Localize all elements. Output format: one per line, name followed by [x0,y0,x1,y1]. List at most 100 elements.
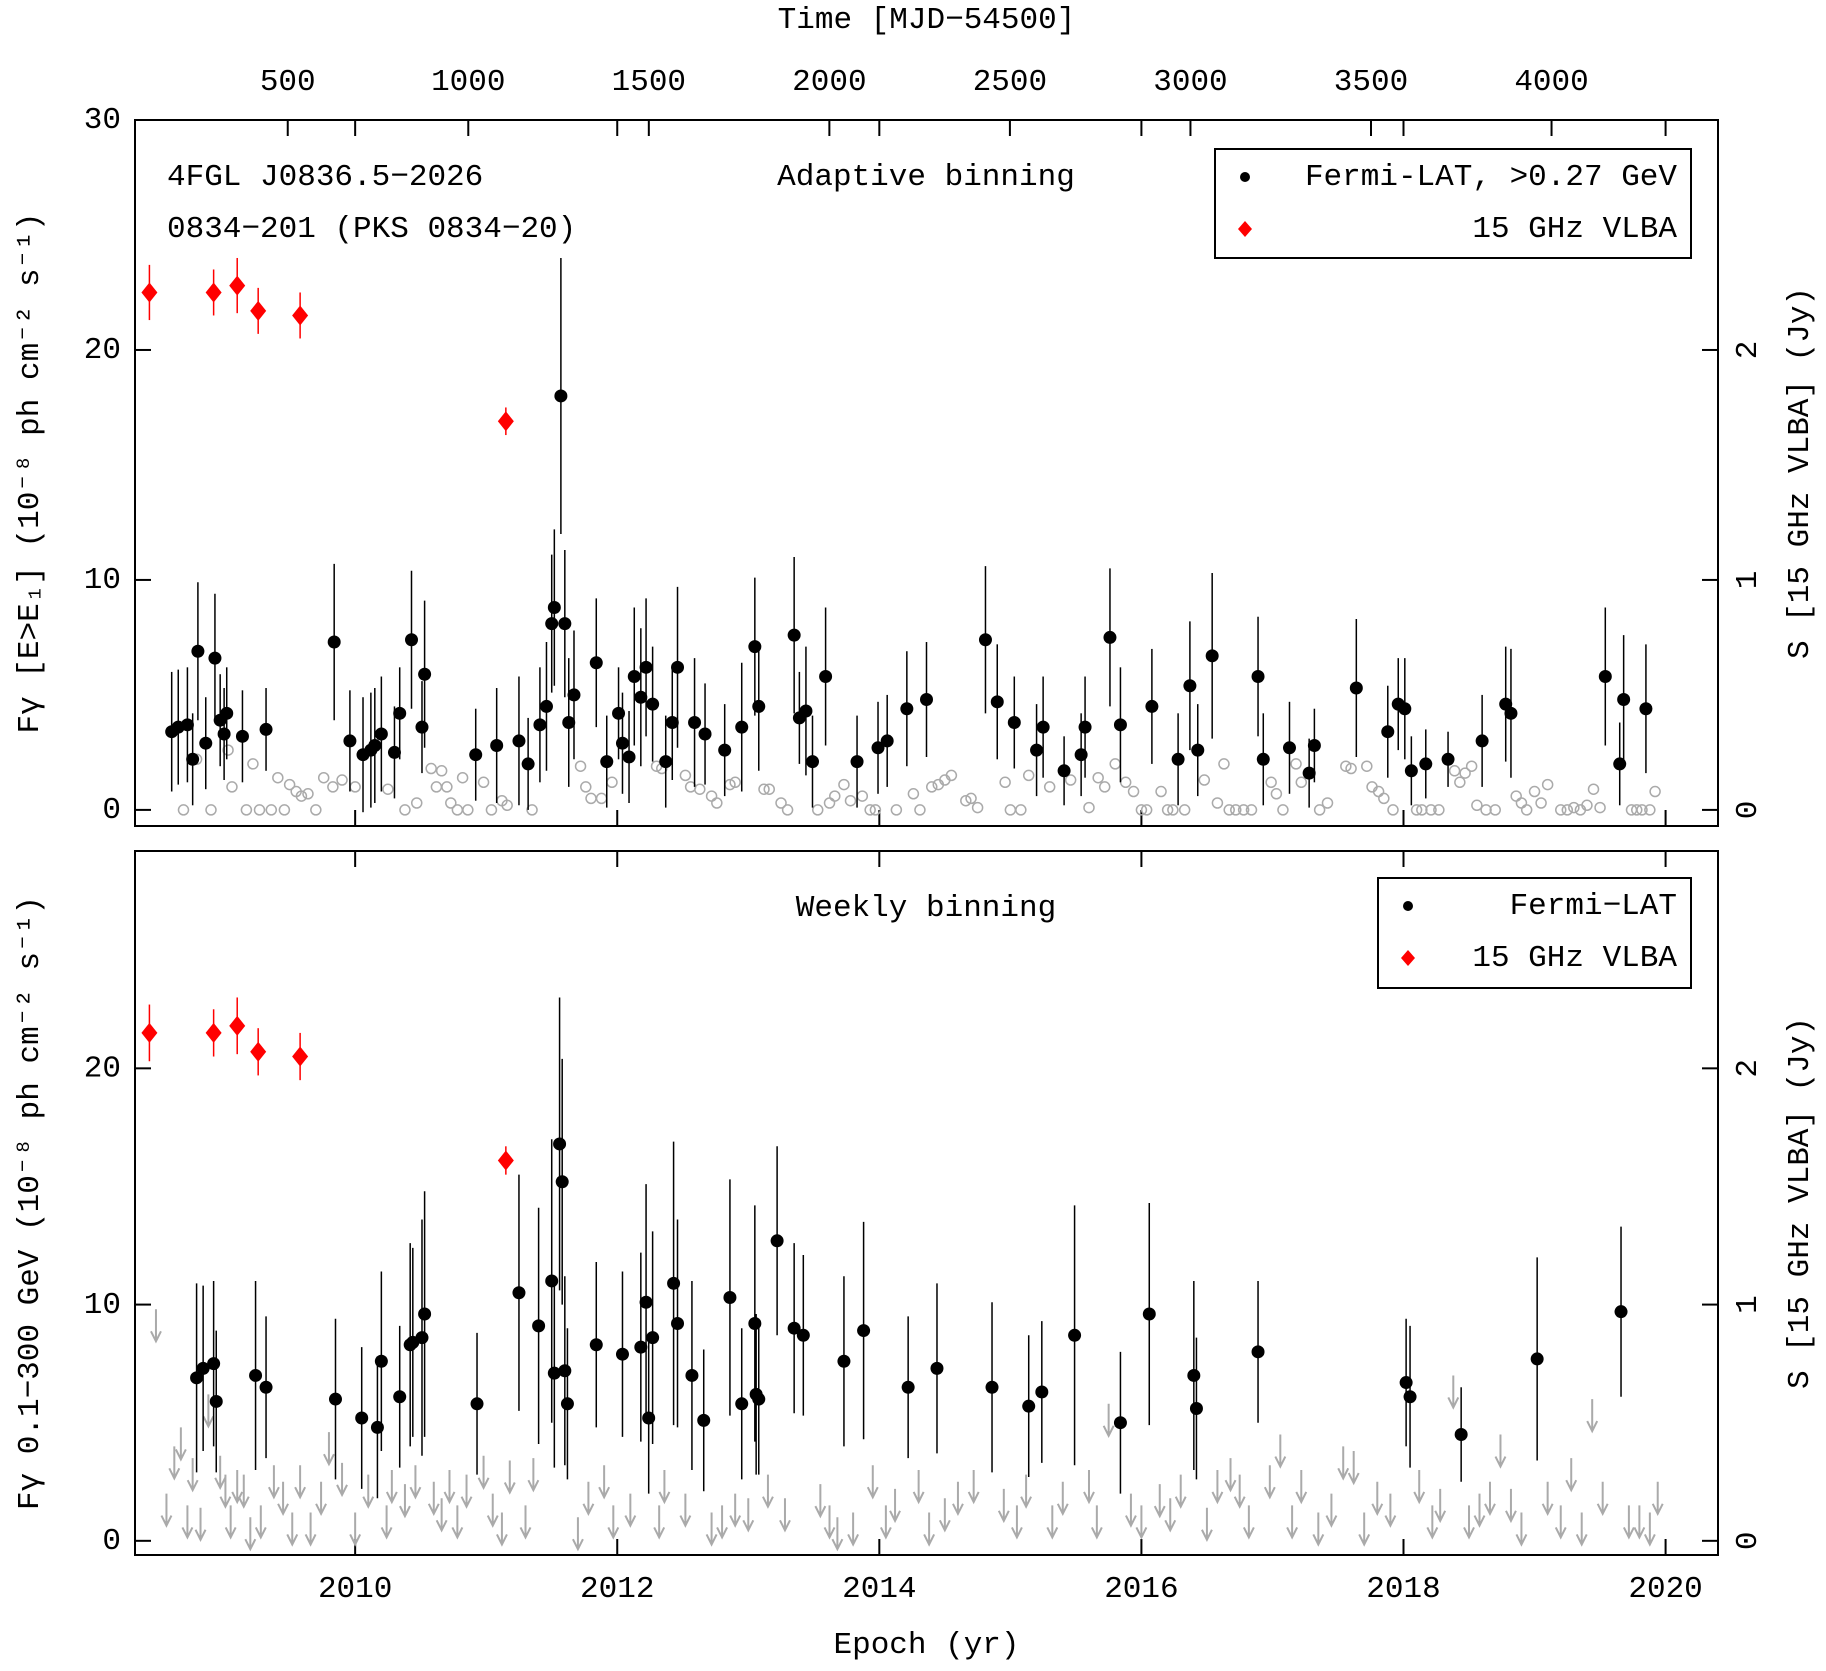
data-point [1198,774,1211,786]
upper-limit [1413,1469,1426,1505]
upper-limit [729,1493,742,1528]
x2-tick-label: 1000 [431,65,505,100]
x2-tick-label: 3500 [1334,65,1408,100]
data-point [302,788,314,800]
data-point [1035,1385,1049,1399]
upper-limit [1463,1505,1475,1540]
annotation: 4FGL J0836.5−2026 [167,160,483,195]
data-point [1594,801,1606,814]
upper-limit [1337,1446,1350,1481]
data-point [186,752,200,766]
data-point [1036,720,1050,734]
data-point [1419,757,1433,771]
data-point [1617,693,1631,707]
upper-limit [304,1512,317,1547]
data-point [196,1361,210,1375]
data-point [327,781,339,793]
data-point [562,716,576,730]
data-point [180,718,194,732]
data-point [545,1274,559,1288]
y2-tick-label: 1 [1731,571,1766,590]
upper-limit [716,1505,728,1540]
data-point [240,804,253,816]
data-point [1211,797,1224,809]
data-point [553,1137,567,1151]
data-point [1256,752,1270,766]
data-point [141,1022,158,1043]
x-tick-label: 2010 [318,1572,392,1607]
data-point [415,720,429,734]
upper-limit [1263,1465,1276,1500]
x-axis-label: Epoch (yr) [833,1628,1019,1663]
data-point [278,804,291,816]
upper-limit [336,1462,348,1498]
upper-limit [653,1505,666,1540]
data-point [880,734,894,748]
data-point [1270,788,1283,800]
upper-limit [1515,1512,1528,1547]
upper-limit [286,1512,299,1547]
data-point [930,1361,944,1375]
data-point [393,1390,407,1404]
data-point [1504,706,1518,720]
data-point [685,1368,699,1382]
data-point [1043,781,1056,793]
upper-limit [174,1427,187,1462]
upper-limit [879,1505,892,1540]
data-point [1340,760,1352,772]
data-point [1307,739,1321,753]
upper-limit [582,1481,595,1517]
data-point [374,727,388,741]
data-point [864,804,876,816]
upper-limit [1347,1451,1360,1486]
data-point [1587,783,1600,795]
data-point [1022,1399,1036,1413]
data-point [1568,801,1580,814]
data-point [752,699,766,713]
data-point [490,739,504,753]
upper-limit [1643,1512,1656,1547]
y2-tick-label: 0 [1731,1532,1766,1551]
upper-limit [814,1484,827,1519]
plot-frame [134,119,1719,827]
upper-limit [460,1474,473,1509]
data-point [220,706,234,720]
data-point [694,783,706,795]
data-point [580,781,592,793]
upper-limit [624,1493,637,1528]
data-point [1078,720,1092,734]
data-point [1251,1345,1265,1359]
upper-limit [231,1469,244,1505]
upper-limit [1164,1498,1177,1533]
upper-limit [1565,1458,1578,1493]
data-point [606,776,618,789]
data-point [1113,1416,1127,1430]
data-point [1191,743,1205,757]
data-point [770,1234,784,1248]
data-point [907,788,920,800]
data-point [205,1022,222,1043]
data-point [1127,785,1140,798]
y2-tick-label: 1 [1731,1295,1766,1314]
data-point [1113,718,1127,732]
upper-limit [254,1505,267,1540]
data-point [1155,785,1167,798]
data-point [1448,765,1461,777]
data-point [890,804,903,816]
data-point [1030,743,1044,757]
y2-tick-label: 0 [1731,801,1766,820]
upper-limit [1135,1505,1148,1540]
y2-tick-label: 2 [1731,1059,1766,1078]
upper-limit [323,1432,335,1467]
data-point [945,769,958,782]
upper-limit [938,1498,951,1533]
data-point [545,617,559,631]
data-point [1145,699,1159,713]
data-point [368,739,382,753]
data-point [1510,790,1522,802]
upper-limit [1596,1481,1609,1517]
upper-limit [779,1498,791,1533]
data-point [639,660,653,674]
data-point [844,794,857,807]
data-point [1454,776,1466,789]
